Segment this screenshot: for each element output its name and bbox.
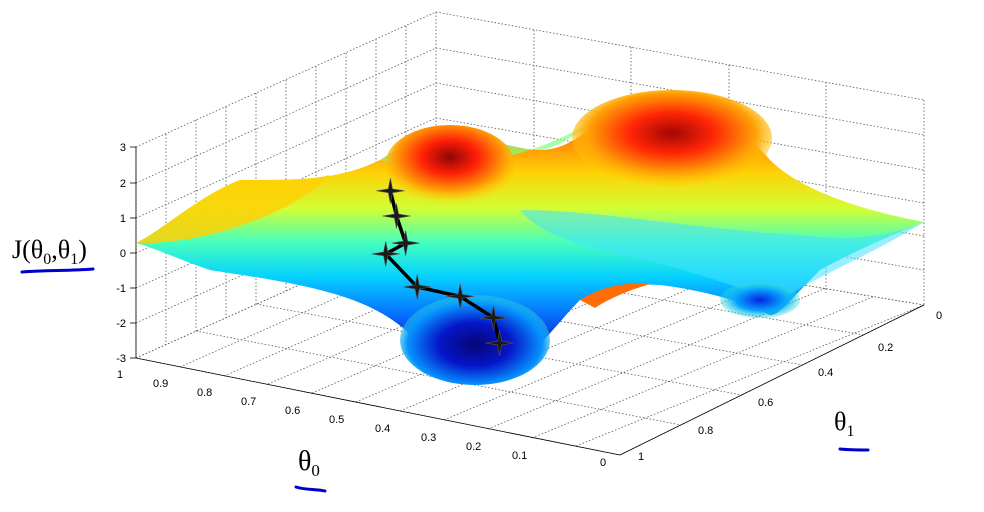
theta0-tick-label: 0.6 [285,405,300,417]
theta0-tick-label: 0.5 [329,414,344,426]
z-tick-label: 3 [120,142,126,154]
descent-step-marker [371,241,400,267]
z-axis-underline [20,267,95,274]
theta0-tick-label: 0.8 [197,387,212,399]
descent-step-marker [446,283,475,309]
theta0-tick-label: 0.7 [241,396,256,408]
descent-step-marker [403,274,432,300]
y-axis-underline [838,447,870,452]
theta1-tick-labels: 0 0.2 0.4 0.6 0.8 1 [638,310,942,463]
descent-step-marker [391,230,420,256]
z-tick-label: -3 [116,353,126,365]
descent-step-marker [485,330,514,356]
z-axis-label: J(θ0,θ1) [12,235,87,268]
descent-step-marker [376,178,405,204]
surface-peak-center [385,125,515,205]
theta0-tick-label: 0 [600,457,606,469]
theta0-tick-label: 0.1 [512,450,527,462]
surface-pit-right [720,282,800,318]
gradient-descent-path [371,178,514,356]
theta0-tick-label: 0.4 [375,423,390,435]
x-axis-underline [294,485,327,493]
x-axis-label: θ0 [298,446,320,480]
theta1-tick-label: 0.4 [818,367,833,379]
descent-step-marker [382,203,411,229]
theta1-tick-label: 0.2 [878,342,893,354]
z-tick-label: 0 [120,248,126,260]
theta0-tick-label: 0.2 [466,441,481,453]
surface-peak-right [572,90,772,186]
z-tick-label: 1 [120,213,126,225]
theta1-tick-label: 1 [638,451,644,463]
cost-surface [136,90,924,390]
z-tick-label: -1 [116,283,126,295]
theta1-tick-label: 0 [936,310,942,322]
theta0-tick-labels: 1 0.9 0.8 0.7 0.6 0.5 0.4 0.3 0.2 0.1 0 [117,369,606,469]
z-tick-labels: 3 2 1 0 -1 -2 -3 [116,142,126,365]
z-tick-label: -2 [116,318,126,330]
surface-pit-front [400,295,550,385]
z-tick-label: 2 [120,178,126,190]
theta0-tick-label: 0.9 [153,378,168,390]
theta1-tick-label: 0.8 [698,425,713,437]
theta0-tick-label: 1 [117,369,123,381]
theta0-tick-label: 0.3 [421,432,436,444]
y-axis-label: θ1 [834,407,854,440]
descent-step-marker [479,305,508,331]
theta1-tick-label: 0.6 [758,397,773,409]
